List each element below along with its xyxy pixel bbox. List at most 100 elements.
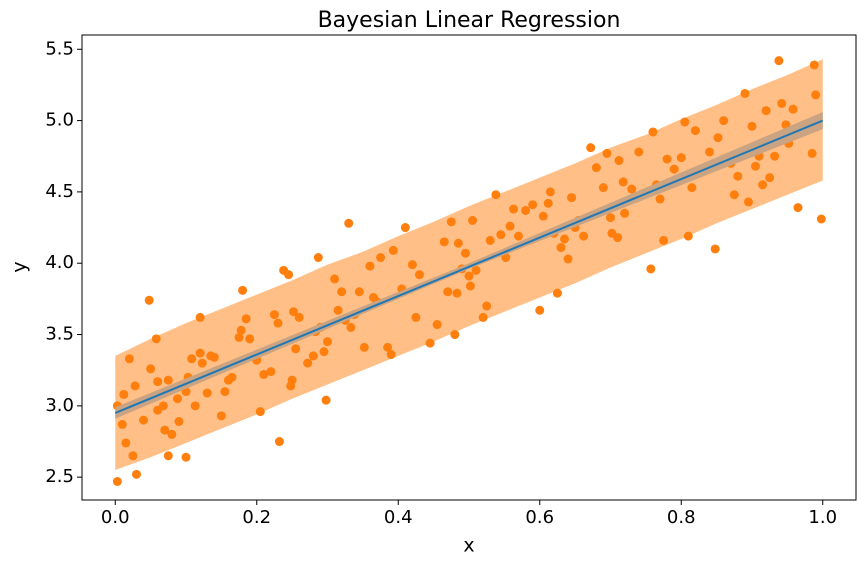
data-point	[579, 231, 589, 241]
data-point	[173, 394, 183, 404]
data-point	[687, 183, 697, 193]
data-point	[337, 287, 347, 297]
data-point	[482, 301, 492, 311]
data-point	[308, 351, 318, 361]
data-point	[614, 156, 624, 166]
data-point	[439, 237, 449, 247]
data-point	[605, 213, 615, 223]
data-point	[598, 183, 608, 193]
data-point	[758, 180, 768, 190]
data-point	[648, 127, 658, 137]
data-point	[690, 126, 700, 136]
data-point	[646, 264, 656, 274]
data-point	[187, 354, 197, 364]
data-point	[560, 234, 570, 244]
y-axis-label: y	[9, 261, 31, 272]
data-point	[602, 148, 612, 158]
data-point	[452, 288, 462, 298]
data-point	[160, 425, 170, 435]
data-point	[151, 334, 161, 344]
data-point	[567, 193, 577, 203]
data-point	[266, 367, 276, 377]
data-point	[274, 437, 284, 447]
data-point	[319, 347, 329, 357]
data-point	[460, 248, 470, 258]
data-point	[117, 419, 127, 429]
data-point	[751, 161, 761, 171]
data-point	[809, 60, 819, 70]
data-point	[303, 358, 313, 368]
data-point	[453, 238, 463, 248]
data-point	[655, 194, 665, 204]
data-point	[163, 375, 173, 385]
y-tick-label: 4.5	[45, 181, 74, 202]
data-point	[478, 312, 488, 322]
y-tick-label: 4.0	[45, 252, 74, 273]
data-point	[509, 204, 519, 214]
data-point	[163, 451, 173, 461]
data-point	[195, 312, 205, 322]
data-point	[659, 235, 669, 245]
data-point	[376, 253, 386, 263]
y-tick-label: 3.0	[45, 395, 74, 416]
data-point	[209, 352, 219, 362]
data-point	[238, 285, 248, 295]
data-point	[563, 254, 573, 264]
data-point	[807, 148, 817, 158]
data-point	[291, 344, 301, 354]
data-point	[411, 312, 421, 322]
x-tick-label: 0.0	[101, 507, 130, 528]
data-point	[346, 322, 356, 332]
data-point	[146, 364, 156, 374]
data-point	[811, 90, 821, 100]
plot-frame	[81, 34, 857, 501]
data-point	[747, 121, 757, 131]
data-point	[130, 381, 140, 391]
data-point	[202, 388, 212, 398]
data-point	[777, 98, 787, 108]
data-point	[543, 198, 553, 208]
data-point	[729, 190, 739, 200]
data-point	[464, 271, 474, 281]
data-point	[471, 265, 481, 275]
data-point	[586, 143, 596, 153]
data-point	[388, 245, 398, 255]
data-point	[359, 342, 369, 352]
y-tick-label: 5.5	[45, 38, 74, 59]
data-point	[465, 281, 475, 291]
data-point	[124, 354, 134, 364]
data-point	[119, 389, 129, 399]
data-point	[128, 451, 138, 461]
data-point	[793, 203, 803, 213]
data-point	[197, 358, 207, 368]
data-point	[400, 223, 410, 233]
data-point	[321, 395, 331, 405]
data-point	[313, 253, 323, 263]
x-axis-label: x	[463, 535, 474, 557]
data-point	[774, 56, 784, 66]
data-point	[153, 377, 163, 387]
data-point	[432, 320, 442, 330]
data-point	[788, 104, 798, 114]
data-point	[289, 307, 299, 317]
data-point	[158, 401, 168, 411]
data-point	[485, 235, 495, 245]
data-point	[719, 116, 729, 126]
data-point	[662, 154, 672, 164]
data-point	[284, 270, 294, 280]
y-tick-label: 2.5	[45, 466, 74, 487]
data-point	[131, 469, 141, 479]
data-point	[770, 151, 780, 161]
data-point	[618, 177, 628, 187]
data-point	[112, 476, 122, 486]
data-point	[386, 350, 396, 360]
data-point	[344, 218, 354, 228]
data-point	[740, 88, 750, 98]
y-tick-label: 5.0	[45, 110, 74, 131]
data-point	[528, 200, 538, 210]
data-point	[323, 337, 333, 347]
x-tick-label: 1.0	[808, 507, 837, 528]
data-point	[425, 338, 435, 348]
data-point	[496, 230, 506, 240]
data-point	[167, 429, 177, 439]
